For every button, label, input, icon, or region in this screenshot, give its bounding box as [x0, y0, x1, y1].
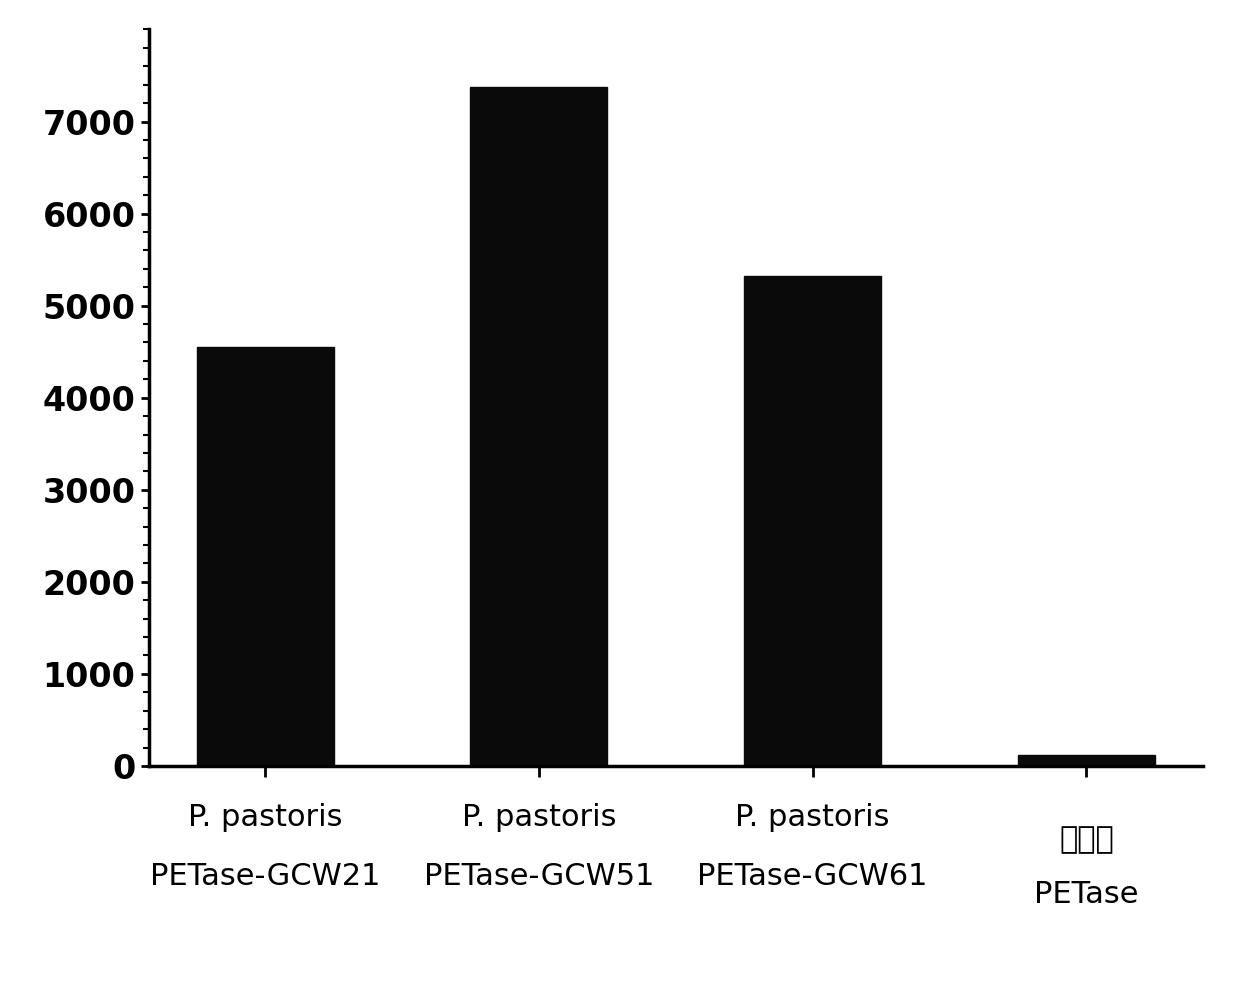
Text: PETase-GCW61: PETase-GCW61: [697, 862, 928, 891]
Text: P. pastoris: P. pastoris: [188, 803, 342, 832]
Text: P. pastoris: P. pastoris: [461, 803, 616, 832]
Text: 野生型: 野生型: [1059, 825, 1114, 854]
Text: PETase-GCW51: PETase-GCW51: [424, 862, 655, 891]
Bar: [470, 86, 608, 766]
Text: PETase-GCW21: PETase-GCW21: [150, 862, 381, 891]
Bar: [197, 347, 334, 766]
Bar: [744, 276, 882, 766]
Text: PETase: PETase: [1034, 880, 1138, 909]
Text: P. pastoris: P. pastoris: [735, 803, 890, 832]
Bar: [1018, 755, 1154, 766]
